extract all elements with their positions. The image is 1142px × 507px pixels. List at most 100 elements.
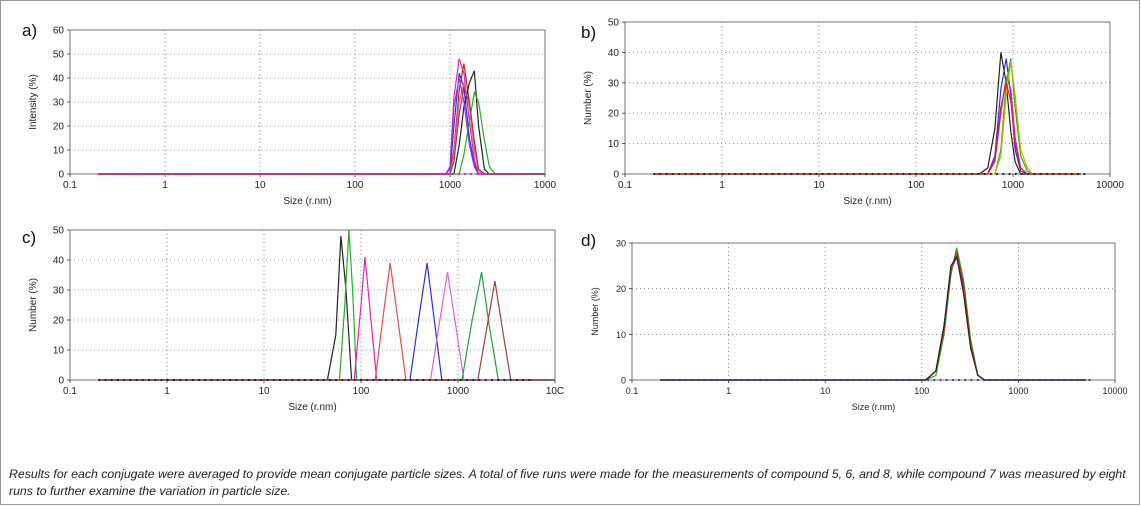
baseline-marker (908, 172, 911, 176)
baseline-marker (172, 378, 176, 382)
y-tick-label: 30 (616, 239, 626, 249)
baseline-marker (219, 172, 222, 176)
baseline-marker (902, 378, 905, 382)
baseline-marker (266, 378, 269, 382)
baseline-marker (135, 378, 138, 382)
y-tick-label: 30 (608, 78, 620, 89)
baseline-marker (274, 172, 277, 176)
baseline-marker (1088, 378, 1091, 382)
baseline-marker (422, 378, 425, 382)
baseline-marker (678, 172, 681, 176)
series-line-6 (654, 82, 1081, 175)
baseline-marker (488, 172, 491, 176)
baseline-marker (1001, 378, 1004, 382)
baseline-marker (1026, 378, 1029, 382)
x-axis-label: Size (r.nm) (288, 402, 336, 413)
baseline-marker (808, 378, 812, 382)
baseline-marker (846, 378, 849, 382)
baseline-marker (703, 378, 706, 382)
panel-label: a) (22, 21, 37, 40)
baseline-marker (989, 172, 992, 176)
baseline-marker (197, 378, 201, 382)
baseline-marker (821, 378, 824, 382)
baseline-marker (1027, 172, 1030, 176)
baseline-marker (97, 172, 100, 176)
baseline-marker (353, 378, 356, 382)
baseline-marker (439, 172, 442, 176)
baseline-marker (815, 172, 818, 176)
x-axis-label: Size (r.nm) (843, 196, 891, 207)
baseline-marker (129, 378, 132, 382)
baseline-marker (207, 172, 210, 176)
baseline-marker (134, 172, 137, 176)
chart-panel-2: b) 0.1 1 10 100 1000 10000 0 10 20 30 40 50 Size (r.n… (581, 18, 1124, 208)
baseline-marker (515, 378, 518, 382)
baseline-marker (753, 378, 756, 382)
baseline-marker (1002, 172, 1005, 176)
baseline-marker (970, 378, 973, 382)
baseline-marker (771, 172, 774, 176)
baseline-marker (995, 172, 999, 176)
baseline-marker (260, 378, 263, 382)
baseline-marker (453, 378, 456, 382)
baseline-marker (322, 378, 325, 382)
y-tick-label: 10 (53, 146, 65, 157)
baseline-marker (696, 172, 699, 176)
baseline-marker (1075, 378, 1079, 382)
baseline-marker (204, 378, 207, 382)
baseline-marker (472, 378, 475, 382)
baseline-marker (1007, 378, 1010, 382)
baseline-marker (416, 378, 419, 382)
baseline-marker (952, 172, 955, 176)
baseline-marker (231, 172, 235, 176)
baseline-marker (765, 172, 768, 176)
baseline-marker (840, 378, 843, 382)
panel-label: b) (581, 23, 596, 42)
y-tick-label: 10 (53, 346, 65, 357)
y-tick-label: 20 (53, 316, 65, 327)
baseline-marker (665, 172, 668, 176)
baseline-marker (865, 172, 868, 176)
baseline-marker (216, 378, 219, 382)
baseline-marker (653, 172, 656, 176)
x-tick-label: 10 (813, 180, 825, 191)
baseline-marker (659, 172, 662, 176)
baseline-marker (201, 172, 204, 176)
series-line-8 (99, 280, 555, 381)
baseline-marker (964, 172, 968, 176)
baseline-marker (195, 172, 198, 176)
y-tick-label: 40 (53, 74, 65, 85)
baseline-marker (451, 172, 454, 176)
baseline-marker (933, 172, 936, 176)
x-tick-label: 100 (353, 386, 370, 397)
baseline-marker (262, 172, 265, 176)
baseline-marker (396, 172, 399, 176)
series-line-4 (661, 255, 1086, 381)
baseline-marker (852, 172, 855, 176)
baseline-marker (715, 172, 718, 176)
baseline-marker (353, 172, 357, 176)
baseline-marker (103, 172, 106, 176)
baseline-marker (902, 172, 905, 176)
baseline-marker (292, 172, 296, 176)
baseline-marker (329, 172, 332, 176)
y-tick-label: 0 (613, 170, 619, 181)
baseline-marker (421, 172, 424, 176)
x-tick-label: 1 (719, 180, 725, 191)
y-tick-label: 60 (53, 26, 65, 37)
y-tick-label: 30 (53, 286, 65, 297)
baseline-marker (715, 378, 719, 382)
baseline-marker (408, 172, 412, 176)
baseline-marker (160, 378, 163, 382)
baseline-marker (522, 378, 525, 382)
baseline-marker (335, 172, 338, 176)
baseline-marker (671, 172, 675, 176)
baseline-marker (323, 172, 326, 176)
baseline-marker (372, 378, 375, 382)
baseline-marker (278, 378, 282, 382)
y-tick-label: 0 (58, 170, 64, 181)
baseline-marker (833, 378, 837, 382)
baseline-marker (871, 378, 874, 382)
chart-panel-4: d) 0.1 1 10 100 1000 10000 0 10 20 30 Size (r.nm) Nu… (581, 231, 1128, 412)
